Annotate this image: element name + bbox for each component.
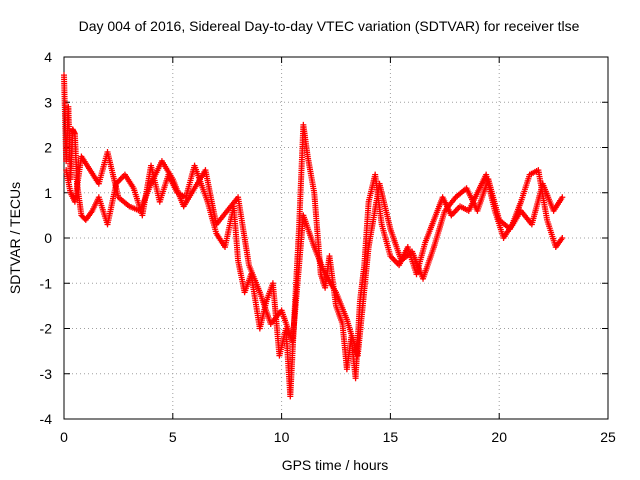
x-tick-label: 15 (383, 429, 399, 445)
x-tick-label: 10 (274, 429, 290, 445)
chart-title: Day 004 of 2016, Sidereal Day-to-day VTE… (79, 18, 580, 34)
x-tick-label: 25 (600, 429, 616, 445)
x-tick-label: 0 (60, 429, 68, 445)
y-tick-label: 0 (44, 230, 52, 246)
y-tick-label: 2 (44, 140, 52, 156)
grid (64, 57, 608, 419)
data-markers (61, 72, 566, 400)
y-axis-label: SDTVAR / TECUs (7, 182, 23, 294)
data-point (559, 194, 566, 201)
y-tick-label: -4 (40, 411, 53, 427)
y-tick-label: 3 (44, 94, 52, 110)
y-tick-label: 4 (44, 49, 52, 65)
data-point (559, 235, 566, 241)
x-tick-label: 20 (491, 429, 507, 445)
y-tick-label: 1 (44, 185, 52, 201)
y-tick-label: -2 (40, 321, 53, 337)
axis-ticks: 0 5 10 15 20 25 -4 -3 -2 -1 0 1 2 3 4 (40, 49, 616, 445)
y-tick-label: -1 (40, 275, 53, 291)
x-tick-label: 5 (169, 429, 177, 445)
x-axis-label: GPS time / hours (282, 457, 389, 473)
y-tick-label: -3 (40, 366, 53, 382)
